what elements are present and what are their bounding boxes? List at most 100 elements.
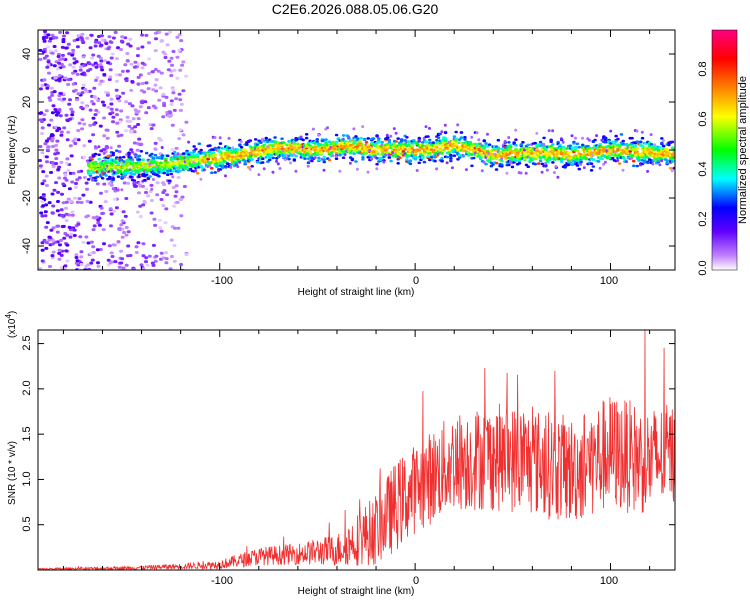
heatmap-cell <box>97 153 101 156</box>
heatmap-cell <box>108 175 112 179</box>
bottom-yaxis-multiplier: (x104) <box>4 311 18 338</box>
heatmap-cell <box>71 48 76 52</box>
top-xtick-label: 100 <box>600 275 618 287</box>
heatmap-cell <box>514 159 518 163</box>
heatmap-cell <box>167 110 172 114</box>
heatmap-cell <box>38 164 43 168</box>
heatmap-cell <box>435 146 439 149</box>
heatmap-cell <box>76 138 81 142</box>
heatmap-cell <box>642 157 647 160</box>
heatmap-cell <box>640 130 644 134</box>
heatmap-cell <box>408 159 413 162</box>
heatmap-cell <box>403 148 407 151</box>
heatmap-cell <box>640 153 645 157</box>
heatmap-cell <box>158 226 163 230</box>
heatmap-cell <box>115 113 119 117</box>
heatmap-cell <box>55 209 60 213</box>
heatmap-cell <box>79 250 84 254</box>
heatmap-cell <box>112 243 117 247</box>
heatmap-cell <box>86 241 91 245</box>
heatmap-cell <box>109 102 114 106</box>
heatmap-cell <box>660 141 664 145</box>
heatmap-cell <box>317 156 321 160</box>
heatmap-cell <box>98 82 102 86</box>
heatmap-cell <box>82 176 87 179</box>
heatmap-cell <box>646 156 650 159</box>
heatmap-cell <box>43 214 48 218</box>
heatmap-cell <box>475 131 479 135</box>
heatmap-cell <box>514 138 518 141</box>
heatmap-cell <box>51 104 56 108</box>
heatmap-cell <box>43 30 47 34</box>
heatmap-cell <box>243 161 247 165</box>
heatmap-cell <box>384 153 388 157</box>
heatmap-cell <box>70 180 75 184</box>
heatmap-cell <box>60 53 65 57</box>
heatmap-cell <box>153 68 158 71</box>
heatmap-cell <box>368 148 372 152</box>
heatmap-cell <box>38 118 43 122</box>
heatmap-cell <box>482 160 486 164</box>
heatmap-cell <box>94 78 98 82</box>
heatmap-cell <box>46 33 51 37</box>
heatmap-cell <box>146 177 151 180</box>
heatmap-cell <box>66 83 71 86</box>
heatmap-cell <box>621 168 625 172</box>
heatmap-cell <box>250 165 254 168</box>
heatmap-cell <box>54 148 59 152</box>
heatmap-cell <box>359 136 363 140</box>
heatmap-cell <box>519 171 523 175</box>
heatmap-cell <box>394 131 398 135</box>
heatmap-cell <box>92 154 96 158</box>
heatmap-cell <box>313 156 317 160</box>
heatmap-cell <box>169 103 174 106</box>
heatmap-cell <box>273 136 277 139</box>
heatmap-cell <box>533 141 537 145</box>
heatmap-cell <box>245 143 249 146</box>
heatmap-cell <box>116 240 121 244</box>
snr-frame <box>37 329 676 571</box>
heatmap-cell <box>153 223 158 227</box>
heatmap-cell <box>66 197 71 201</box>
heatmap-cell <box>577 145 581 149</box>
heatmap-cell <box>184 120 189 124</box>
heatmap-cell <box>50 111 55 115</box>
heatmap-cell <box>67 52 72 56</box>
heatmap-cell <box>133 108 138 112</box>
heatmap-cell <box>43 142 48 146</box>
heatmap-cell <box>179 263 184 266</box>
heatmap-cell <box>143 100 148 104</box>
heatmap-cell <box>102 182 107 186</box>
heatmap-cell <box>138 73 143 77</box>
heatmap-cell <box>456 123 460 127</box>
heatmap-cell <box>593 138 597 142</box>
heatmap-cell <box>547 153 552 157</box>
heatmap-cell <box>84 181 89 185</box>
heatmap-cell <box>139 263 144 267</box>
heatmap-cell <box>563 166 567 169</box>
heatmap-cell <box>144 111 149 115</box>
heatmap-cell <box>459 136 464 139</box>
heatmap-cell <box>341 134 346 137</box>
heatmap-cell <box>412 139 416 142</box>
heatmap-cell <box>616 149 620 152</box>
heatmap-cell <box>97 145 101 149</box>
heatmap-cell <box>120 235 125 239</box>
heatmap-cell <box>60 214 64 217</box>
heatmap-cell <box>107 182 112 185</box>
heatmap-cell <box>257 173 261 177</box>
heatmap-cell <box>72 234 77 237</box>
heatmap-cell <box>457 153 462 157</box>
heatmap-cell <box>435 148 439 151</box>
heatmap-cell <box>110 255 115 258</box>
heatmap-cell <box>161 92 166 96</box>
heatmap-cell <box>64 249 69 253</box>
heatmap-cell <box>56 55 61 58</box>
heatmap-cell <box>632 159 636 163</box>
heatmap-cell <box>89 100 94 103</box>
heatmap-cell <box>174 146 179 150</box>
heatmap-cell <box>128 120 133 123</box>
heatmap-cell <box>630 136 634 140</box>
heatmap-cell <box>542 155 546 158</box>
heatmap-cell <box>67 102 72 106</box>
